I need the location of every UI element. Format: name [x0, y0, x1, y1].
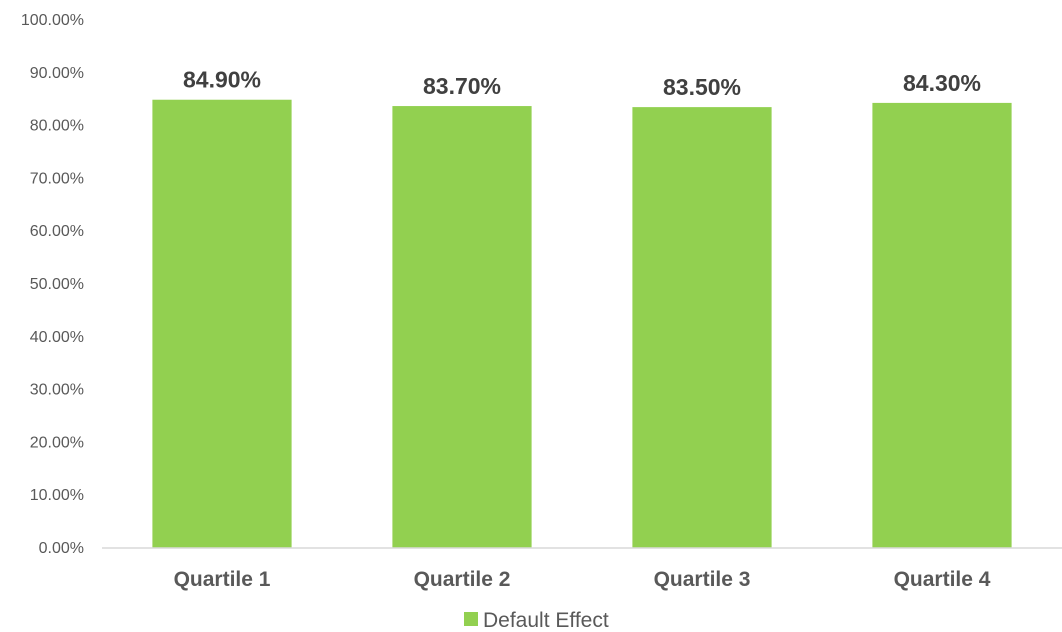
y-tick-label: 10.00% — [30, 487, 84, 504]
legend-label: Default Effect — [483, 609, 609, 632]
bar — [392, 106, 532, 549]
y-tick-label: 70.00% — [30, 170, 84, 187]
y-tick-label: 40.00% — [30, 329, 84, 346]
data-label: 84.90% — [183, 67, 261, 93]
y-tick-label: 100.00% — [21, 12, 84, 29]
y-axis: 0.00% 10.00% 20.00% 30.00% 40.00% 50.00% 60.00… — [21, 12, 84, 557]
legend-swatch — [464, 612, 478, 626]
y-tick-label: 0.00% — [39, 540, 84, 557]
bar — [152, 99, 292, 548]
y-tick-label: 50.00% — [30, 276, 84, 293]
x-tick-label: Quartile 4 — [894, 568, 991, 591]
data-label: 84.30% — [903, 70, 981, 96]
y-tick-label: 90.00% — [30, 65, 84, 82]
x-tick-label: Quartile 1 — [174, 568, 271, 591]
y-tick-label: 30.00% — [30, 382, 84, 399]
x-axis: Quartile 1 Quartile 2 Quartile 3 Quartile 4 — [174, 568, 991, 591]
y-tick-label: 80.00% — [30, 118, 84, 135]
data-label: 83.50% — [663, 74, 741, 100]
y-tick-label: 60.00% — [30, 223, 84, 240]
bar — [872, 102, 1012, 549]
x-tick-label: Quartile 2 — [414, 568, 511, 591]
x-tick-label: Quartile 3 — [654, 568, 751, 591]
bar-series — [152, 99, 1012, 549]
bar — [632, 107, 772, 549]
data-label: 83.70% — [423, 73, 501, 99]
y-tick-label: 20.00% — [30, 434, 84, 451]
data-labels: 84.90% 83.70% 83.50% 84.30% — [183, 67, 981, 100]
legend: Default Effect — [464, 609, 609, 632]
